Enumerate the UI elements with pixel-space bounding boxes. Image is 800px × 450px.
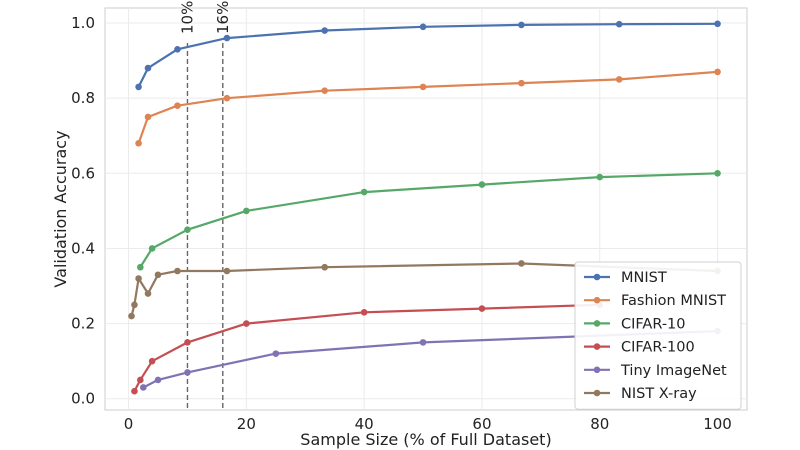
data-point: [478, 305, 486, 312]
data-point: [139, 384, 147, 391]
legend-label: Tiny ImageNet: [620, 363, 727, 379]
legend-swatch-marker: [593, 366, 601, 374]
x-axis-ticks: 0 20 40 60 80 100: [124, 415, 732, 433]
data-point: [419, 23, 427, 31]
y-axis-label: Validation Accuracy: [51, 130, 70, 287]
reference-line-label: 16%: [214, 1, 232, 34]
data-point: [174, 267, 181, 275]
data-point: [137, 263, 144, 271]
data-point: [518, 79, 525, 87]
x-tick-label: 100: [703, 415, 732, 433]
x-axis-label: Sample Size (% of Full Dataset): [300, 430, 551, 449]
data-point: [321, 263, 328, 271]
series-group: [131, 301, 604, 395]
legend-item: Tiny ImageNet: [584, 363, 727, 379]
legend-label: NIST X-ray: [621, 386, 697, 402]
data-point: [135, 275, 142, 282]
data-point: [131, 301, 138, 309]
legend-item: Fashion MNIST: [584, 293, 726, 309]
data-point: [131, 387, 138, 395]
x-tick-label: 60: [472, 415, 491, 433]
y-tick-label: 0.2: [71, 315, 95, 333]
data-point: [154, 376, 162, 384]
data-point: [135, 83, 142, 91]
data-point: [223, 94, 231, 102]
data-point: [243, 320, 250, 327]
data-point: [135, 139, 142, 147]
data-point: [223, 34, 231, 42]
data-point: [478, 181, 486, 188]
y-tick-label: 0.6: [71, 164, 95, 182]
x-tick-label: 40: [355, 415, 374, 433]
data-point: [174, 102, 181, 109]
data-point: [360, 188, 368, 196]
legend-item: CIFAR-100: [584, 340, 695, 356]
legend-label: MNIST: [621, 270, 667, 286]
legend-swatch-marker: [593, 320, 601, 327]
data-point: [184, 226, 191, 233]
data-point: [148, 357, 156, 365]
legend: MNIST Fashion MNIST CIFAR-10 CIFAR-100 Tiny …: [574, 261, 742, 410]
data-point: [615, 20, 623, 28]
legend-item: MNIST: [584, 270, 667, 286]
legend-label: CIFAR-10: [621, 316, 686, 332]
legend-label: CIFAR-100: [621, 340, 695, 356]
data-point: [321, 27, 328, 34]
y-axis-ticks: 0.0 0.2 0.4 0.6 0.8 1.0: [71, 14, 95, 408]
y-tick-label: 0.0: [71, 390, 95, 408]
x-tick-label: 0: [124, 415, 134, 433]
series-group: [135, 68, 721, 147]
data-point: [154, 271, 162, 279]
series-group: [135, 20, 721, 91]
reference-lines: 10% 16%: [178, 1, 232, 410]
data-point: [419, 339, 427, 346]
legend-swatch-marker: [593, 296, 601, 304]
data-point: [223, 267, 231, 275]
legend-swatch-marker: [593, 273, 601, 281]
data-point: [144, 64, 152, 72]
data-point: [714, 170, 721, 177]
data-point: [144, 113, 152, 121]
data-point: [596, 173, 604, 181]
data-point: [419, 83, 427, 91]
y-tick-label: 1.0: [71, 14, 95, 32]
data-point: [174, 46, 181, 53]
data-point: [518, 260, 525, 267]
data-point: [184, 339, 191, 346]
data-point: [243, 207, 250, 215]
series-line: [133, 303, 600, 392]
y-tick-label: 0.4: [71, 239, 95, 257]
reference-line-label: 10%: [178, 1, 196, 34]
data-point: [272, 350, 280, 357]
legend-swatch-marker: [593, 343, 601, 350]
data-point: [518, 21, 525, 29]
series-layer: [128, 20, 721, 395]
data-point: [144, 290, 152, 297]
legend-item: CIFAR-10: [584, 316, 686, 332]
data-point: [321, 87, 328, 94]
data-point: [714, 68, 721, 76]
x-tick-label: 80: [590, 415, 609, 433]
legend-item: NIST X-ray: [584, 386, 697, 402]
legend-label: Fashion MNIST: [621, 293, 726, 309]
series-group: [137, 170, 721, 271]
x-tick-label: 20: [237, 415, 256, 433]
data-point: [137, 376, 144, 384]
y-tick-label: 0.8: [71, 89, 95, 107]
data-point: [360, 309, 368, 316]
data-point: [148, 245, 156, 252]
legend-swatch-marker: [593, 389, 601, 397]
data-point: [714, 20, 721, 28]
legend-box: [574, 261, 742, 410]
data-point: [184, 369, 191, 376]
series-line: [139, 172, 718, 268]
data-point: [128, 312, 135, 320]
series-line: [130, 262, 718, 317]
data-point: [615, 76, 623, 83]
